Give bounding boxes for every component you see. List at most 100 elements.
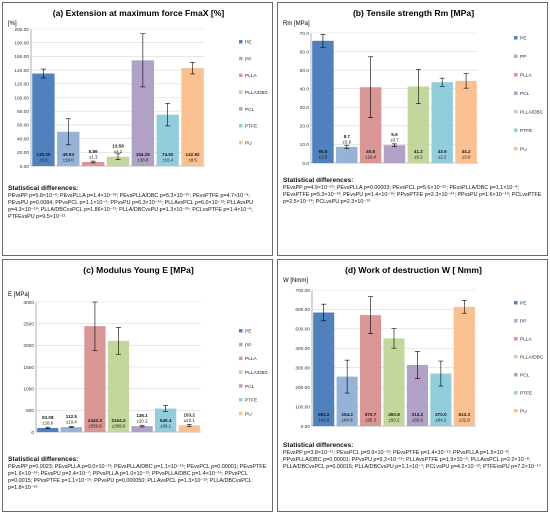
legend-swatch-plla — [239, 356, 243, 361]
value-label: 540.4 — [160, 418, 172, 423]
y-tick-label: 0.00 — [20, 164, 30, 170]
y-tick-label: 0.0 — [302, 161, 309, 167]
value-label: 2104.2 — [111, 418, 125, 423]
value-label: 570.7 — [365, 412, 377, 417]
stats-title: Statistical differences: — [8, 185, 79, 192]
legend-swatch-pp — [514, 319, 518, 323]
legend-swatch-pu — [239, 411, 243, 416]
legend-swatch-plla — [514, 73, 518, 77]
legend-swatch-pp — [514, 54, 518, 58]
bar-plla-dbc — [107, 340, 130, 432]
stats-block: Statistical differences: PEvsPP p=3.8×10… — [283, 442, 543, 471]
stats-title: Statistical differences: — [8, 456, 79, 463]
bar-ptfe — [155, 408, 177, 432]
y-tick-label: 120.00 — [14, 82, 29, 88]
bar-plla — [360, 315, 382, 426]
value-label: 2443.3 — [88, 418, 102, 423]
y-tick-label: 180.00 — [14, 41, 29, 47]
bar-plla-dbc — [407, 86, 430, 163]
legend-label: PLLA — [245, 73, 258, 79]
legend-label: PLLA — [520, 73, 533, 79]
bar-pe — [37, 427, 59, 432]
error-label: ±4.2 — [114, 149, 123, 154]
error-label: ±1.3 — [89, 154, 98, 159]
legend-swatch-pp — [239, 342, 243, 347]
legend-swatch-ptfe — [514, 128, 518, 132]
y-tick-label: 0 — [31, 430, 34, 436]
value-label: 584.2 — [318, 412, 330, 417]
legend-label: PCL — [520, 373, 530, 379]
y-tick-label: 1000 — [23, 386, 34, 392]
bar-plla — [81, 161, 105, 166]
legend-swatch-ptfe — [514, 391, 518, 395]
bar-ptfe — [156, 114, 179, 166]
value-label: 43.5 — [438, 149, 447, 154]
stats-title: Statistical differences: — [283, 442, 354, 449]
error-label: ±68.1 — [160, 424, 172, 429]
value-label: 74.92 — [162, 152, 174, 157]
y-tick-label: 3000 — [23, 300, 34, 306]
error-label: ±84.8 — [342, 418, 354, 423]
stats-block: Statistical differences: PEvsPP p=5.8×10… — [8, 185, 268, 221]
stats-text: PEvsPP p=4.9×10⁻²⁵; PEvsPLLA p=0.00003; … — [283, 185, 542, 205]
y-tick-label: 40.00 — [17, 136, 29, 142]
value-label: 40.8 — [366, 149, 375, 154]
legend-label: PU — [520, 147, 527, 153]
y-axis-label: [%] — [8, 21, 17, 27]
bar-ptfe — [431, 82, 453, 163]
legend-swatch-pcl — [239, 384, 243, 388]
y-tick-label: 200.00 — [14, 27, 29, 33]
y-tick-label: 20.0 — [300, 124, 310, 130]
error-label: ±10.4 — [66, 420, 78, 425]
value-label: 613.3 — [459, 412, 471, 417]
legend-label: PLLA — [245, 356, 258, 362]
legend-swatch-ptfe — [239, 398, 243, 402]
error-label: ±42.9 — [318, 418, 330, 423]
bar-pu — [181, 68, 204, 166]
legend-swatch-pu — [514, 147, 518, 151]
legend-swatch-plla-dbc — [514, 355, 518, 359]
error-label: ±38.8 — [137, 158, 149, 163]
legend-label: PE — [245, 329, 251, 335]
legend-label: PLLA/DBC — [520, 355, 544, 361]
value-label: 13.58 — [112, 144, 124, 149]
legend-swatch-pe — [514, 301, 518, 305]
legend-swatch-pe — [239, 329, 243, 333]
error-label: ±559.9 — [88, 424, 102, 429]
bar-pp — [336, 376, 358, 426]
y-tick-label: 70.0 — [300, 31, 310, 37]
y-tick-label: 60.0 — [300, 49, 310, 55]
y-tick-label: 600.00 — [295, 307, 310, 313]
y-tick-label: 2000 — [23, 343, 34, 349]
legend-swatch-pu — [239, 140, 243, 145]
value-label: 254.2 — [341, 412, 353, 417]
chart-title: (d) Work of destruction W [ Nmm] — [345, 265, 482, 275]
legend-swatch-pcl — [514, 91, 518, 95]
value-label: 49.93 — [63, 152, 75, 157]
y-tick-label: 20.00 — [17, 150, 29, 156]
chart-title: (c) Modulus Young E [MPa] — [83, 265, 194, 275]
bar-pcl — [383, 145, 406, 163]
legend-swatch-pe — [514, 36, 518, 40]
y-tick-label: 80.00 — [17, 109, 29, 115]
legend-label: PTFE — [520, 128, 532, 134]
legend-swatch-plla — [514, 337, 518, 341]
legend-swatch-pu — [514, 409, 518, 413]
chart-panel-extension: (a) Extension at maximum force FmaX [%] [… — [2, 2, 273, 256]
y-tick-label: 50.0 — [300, 68, 310, 74]
legend-swatch-plla-dbc — [239, 370, 243, 374]
y-tick-label: 700.00 — [295, 288, 310, 294]
bar-pp — [60, 427, 82, 432]
y-tick-label: 140.00 — [14, 68, 29, 74]
error-label: ±50.2 — [389, 418, 401, 423]
error-label: ±8.5 — [188, 158, 197, 163]
legend-label: PU — [245, 140, 252, 146]
error-label: ±16.4 — [162, 158, 174, 163]
legend-label: PP — [520, 54, 526, 60]
stats-block: Statistical differences: PEvsPP p=4.9×10… — [283, 177, 543, 206]
stats-text: PEvsPP p=5.8×10⁻⁶; PEvsPLLA p=1.4×10⁻¹⁸;… — [8, 193, 254, 220]
error-label: ±20.2 — [137, 419, 149, 424]
chart-panel-work-of-destruction: (d) Work of destruction W [ Nmm] W [Nmm] 0… — [277, 259, 548, 512]
y-tick-label: 30.0 — [300, 105, 310, 111]
value-label: 41.2 — [414, 149, 423, 154]
